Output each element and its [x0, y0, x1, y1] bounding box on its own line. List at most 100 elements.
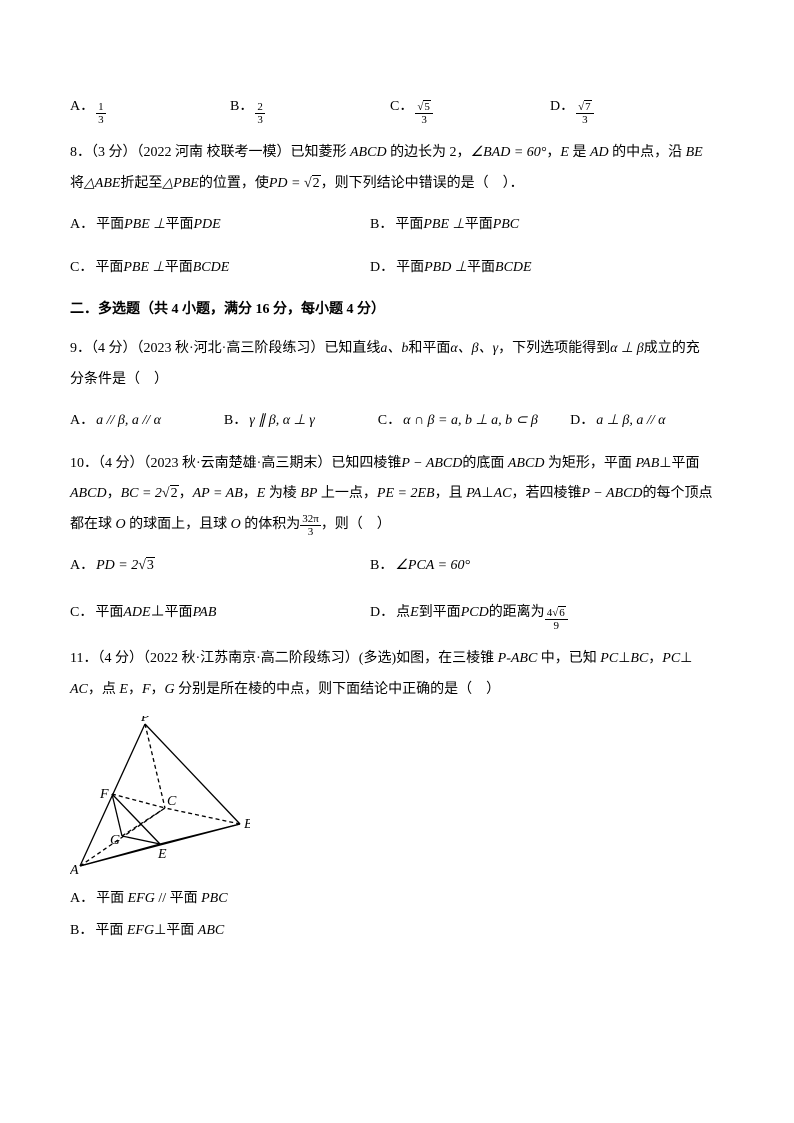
q11-B-m: EFG [127, 923, 154, 938]
q11-l2d: ， [151, 682, 165, 697]
q8-abcd: ABCD [350, 145, 387, 160]
q7-A-den: 3 [96, 113, 106, 126]
q11-efg: E [119, 682, 128, 697]
q8-B-tail: PBC [493, 210, 519, 241]
q10-opt-C: C．平面 ADE⊥平面 PAB [70, 598, 370, 632]
q11-m1: 中，已知 [537, 651, 600, 666]
q8-l2a: 将 [70, 176, 84, 191]
q11-f: F [142, 682, 151, 697]
q8-head: 8．（3 分）（2022 河南 校联考一模）已知菱形 [70, 145, 350, 160]
q9: 9．（4 分）（2023 秋·河北·高三阶段练习）已知直线a、b和平面α、β、γ… [70, 334, 724, 396]
q9-head: 9．（4 分）（2023 秋·河北·高三阶段练习）已知直线 [70, 341, 380, 356]
q10-l2e: 为棱 [265, 486, 300, 501]
q8-angle: ∠BAD = 60° [471, 145, 547, 160]
q8-A-m: PBE ⊥ [124, 210, 165, 241]
q10-apab: AP = AB [193, 486, 243, 501]
q11-A-mid: // 平面 [155, 891, 201, 906]
q11-B-pre: 平面 [95, 923, 127, 938]
q10-D-e: E [410, 598, 419, 629]
q10: 10．（4 分）（2023 秋·云南楚雄·高三期末）已知四棱锥P − ABCD的… [70, 449, 724, 541]
q10-vold: 3 [300, 525, 321, 538]
q11-l2e: 分别是所在棱的中点，则下面结论中正确的是（ ） [175, 682, 501, 697]
q10-C-t: PAB [193, 598, 217, 629]
q11-figure: PABCFEG [70, 716, 250, 876]
q8-D-pre: 平面 [396, 253, 424, 284]
q10-l2d: ， [243, 486, 257, 501]
q11-B-mid: ⊥平面 [154, 923, 198, 938]
q10-C-m2: ⊥平面 [151, 598, 193, 629]
q9-opt-A: A．a // β, a // α [70, 406, 224, 437]
q10-D-fr: 6 [558, 606, 566, 619]
q9-opt-D: D．a ⊥ β, a // α [570, 406, 724, 437]
q11-A-t: PBC [201, 891, 227, 906]
q11-A-m: EFG [128, 891, 155, 906]
q9-C: α ∩ β = a, b ⊥ a, b ⊂ β [403, 406, 538, 437]
q11-g: G [165, 682, 175, 697]
q8-opt-A: A．平面PBE ⊥平面 PDE [70, 210, 370, 241]
q8-be: BE [686, 145, 703, 160]
q8-C-pre: 平面 [95, 253, 123, 284]
q10-l3c: 的体积为 [241, 517, 301, 532]
q8: 8．（3 分）（2022 河南 校联考一模）已知菱形 ABCD 的边长为 2，∠… [70, 138, 724, 200]
q10-m2: 为矩形，平面 [544, 456, 635, 471]
q11-l2c: ， [128, 682, 142, 697]
q8-B-suf: 平面 [465, 210, 493, 241]
q8-pd: PD = [269, 176, 304, 191]
q10-o: O [116, 517, 126, 532]
q10-opt-B: B．∠PCA = 60° [370, 551, 670, 582]
q7-D-num: 7 [584, 100, 592, 113]
q10-pabcd2: P − ABCD [581, 486, 642, 501]
q11-m2b: ⊥ [680, 651, 692, 666]
q10-peeb: PE = 2EB [377, 486, 435, 501]
q7-A-num: 1 [96, 101, 106, 113]
q8-l2d: ，则下列结论中错误的是（ ）． [321, 176, 524, 191]
q8-m4: 的中点，沿 [609, 145, 686, 160]
q10-B: ∠PCA = 60° [395, 551, 470, 582]
q10-l2a: ABCD [70, 486, 107, 501]
q8-A-suf: 平面 [165, 210, 193, 241]
q10-l2j: 的每个顶点 [643, 486, 713, 501]
q8-A-pre: 平面 [96, 210, 124, 241]
q10-m3: ⊥平面 [659, 456, 699, 471]
q8-options-row2: C．平面PBE ⊥平面 BCDE D．平面PBD ⊥平面 BCDE [70, 253, 724, 284]
q9-opt-B: B．γ ∥ β, α ⊥ γ [224, 406, 378, 437]
q11-pc: PC [662, 651, 680, 666]
q11-opt-A: A．平面 EFG // 平面 PBC [70, 884, 724, 915]
q10-m1: 的底面 [462, 456, 508, 471]
q7-C-den: 3 [415, 113, 433, 126]
q7-opt-A: A．13 [70, 92, 230, 126]
q10-A-rad: 3 [146, 557, 155, 573]
svg-text:A: A [70, 863, 79, 876]
svg-text:E: E [157, 847, 167, 862]
q7-opt-C: C．53 [390, 92, 550, 126]
q7-D-den: 3 [576, 113, 594, 126]
q10-l2h: ⊥ [481, 486, 493, 501]
q10-voln: 32π [300, 513, 321, 525]
q9-m1: 和平面 [408, 341, 450, 356]
q9-D: a ⊥ β, a // α [596, 406, 665, 437]
q8-m2: ， [546, 145, 560, 160]
q10-D-fd: 9 [545, 619, 568, 632]
svg-text:B: B [244, 817, 250, 832]
q11-l2b: ，点 [88, 682, 120, 697]
q9-opt-C: C．α ∩ β = a, b ⊥ a, b ⊂ β [378, 406, 570, 437]
q7-B-num: 2 [255, 101, 265, 113]
q10-D-pre: 点 [396, 598, 410, 629]
q11-pcbc: PC [600, 651, 618, 666]
q10-D-pcd: PCD [461, 598, 489, 629]
q7-C-num: 5 [423, 100, 431, 113]
q10-D-m: 到平面 [419, 598, 461, 629]
q11-B-t: ABC [198, 923, 224, 938]
q9-l2: 分条件是（ ） [70, 372, 168, 387]
q8-abe: △ABE [84, 176, 120, 191]
q9-B: γ ∥ β, α ⊥ γ [249, 406, 315, 437]
q10-A-m: PD = 2 [96, 551, 138, 582]
q11-A-pre: 平面 [96, 891, 128, 906]
q11-opt-B: B．平面 EFG⊥平面 ABC [70, 916, 724, 947]
q10-bp: BP [300, 486, 317, 501]
section-2-title: 二．多选题（共 4 小题，满分 16 分，每小题 4 分） [70, 295, 724, 326]
q8-B-pre: 平面 [395, 210, 423, 241]
svg-text:F: F [99, 787, 109, 802]
q10-options-row1: A．PD = 23 B．∠PCA = 60° [70, 551, 724, 582]
q8-e: E [560, 145, 569, 160]
